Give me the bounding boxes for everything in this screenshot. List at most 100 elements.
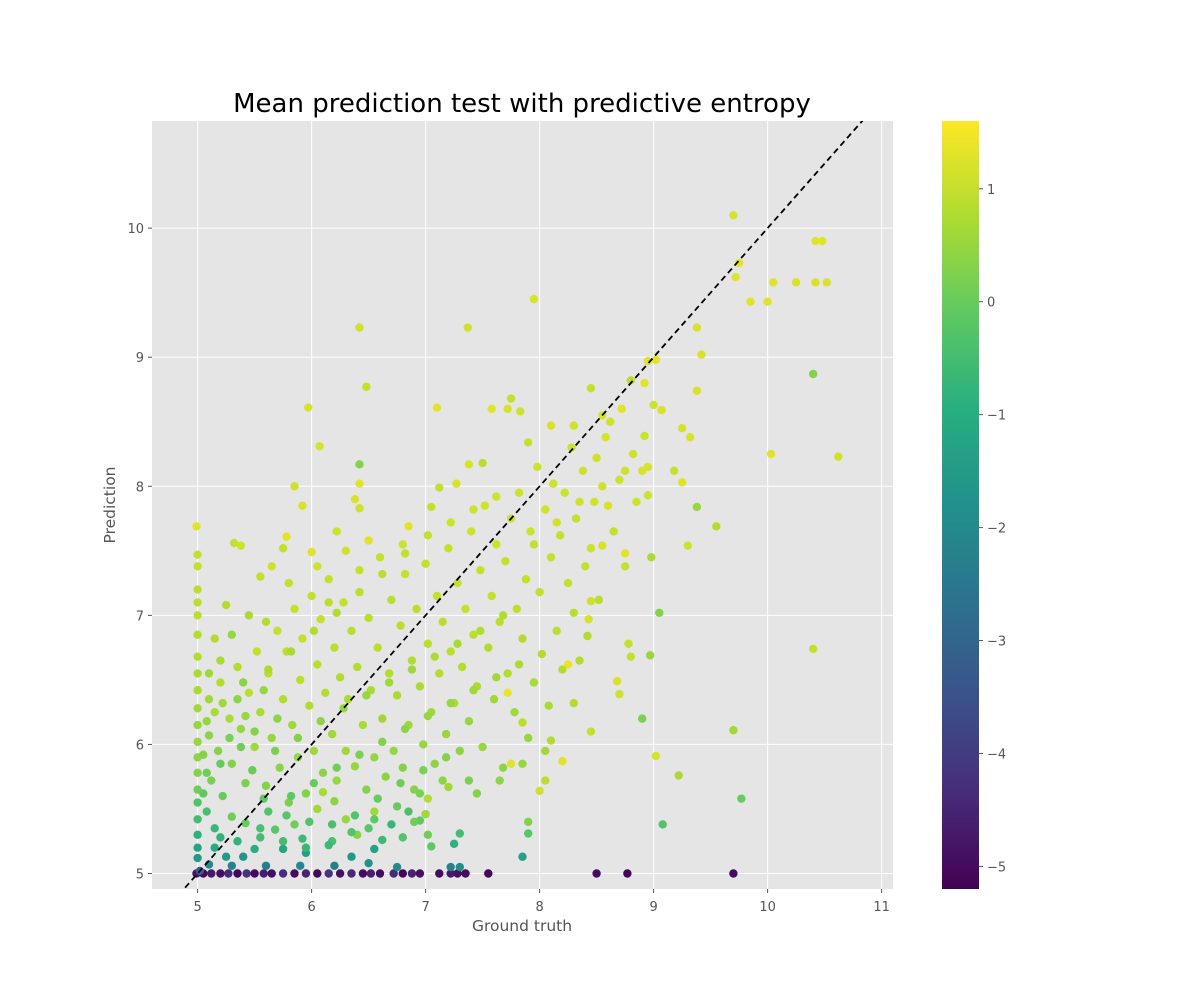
scatter-point xyxy=(318,787,328,797)
scatter-point xyxy=(586,727,596,736)
scatter-point xyxy=(503,404,512,414)
scatter-point xyxy=(552,518,561,527)
scatter-point xyxy=(202,807,211,816)
scatter-point xyxy=(275,763,284,772)
scatter-point xyxy=(674,771,683,780)
scatter-point xyxy=(620,466,630,475)
scatter-point xyxy=(193,585,202,594)
scatter-point xyxy=(469,630,478,639)
scatter-point xyxy=(370,807,379,816)
scatter-point xyxy=(353,662,362,672)
scatter-point xyxy=(423,794,433,803)
y-tick-label: 8 xyxy=(136,480,144,495)
scatter-point xyxy=(350,811,360,820)
scatter-point xyxy=(193,611,202,620)
scatter-point xyxy=(261,861,271,870)
scatter-point xyxy=(225,714,234,723)
scatter-point xyxy=(492,540,501,549)
scatter-point xyxy=(315,442,324,451)
scatter-point xyxy=(615,475,624,485)
scatter-point xyxy=(510,707,519,717)
scatter-point xyxy=(478,458,487,468)
scatter-point xyxy=(298,634,307,643)
scatter-point xyxy=(301,843,311,852)
scatter-point xyxy=(378,569,387,579)
scatter-point xyxy=(347,626,356,636)
scatter-point xyxy=(419,766,428,775)
scatter-point xyxy=(210,824,219,833)
scatter-point xyxy=(284,578,293,588)
scatter-point xyxy=(655,608,664,617)
scatter-point xyxy=(347,869,356,878)
x-axis-label: Ground truth xyxy=(472,917,572,935)
scatter-point xyxy=(592,869,601,878)
scatter-point xyxy=(492,492,501,501)
scatter-point xyxy=(455,862,464,872)
scatter-point xyxy=(464,460,474,469)
scatter-point xyxy=(476,626,485,636)
scatter-point xyxy=(518,634,527,643)
scatter-point xyxy=(446,518,455,527)
colorbar-tick-label: −1 xyxy=(987,409,1006,424)
scatter-point xyxy=(729,726,738,735)
scatter-point xyxy=(575,656,584,665)
scatter-point xyxy=(769,278,778,287)
scatter-point xyxy=(210,707,219,717)
scatter-point xyxy=(250,869,259,878)
colorbar-tick-label: −4 xyxy=(987,747,1006,762)
scatter-point xyxy=(549,479,558,488)
scatter-point xyxy=(381,772,390,781)
y-tick-label: 6 xyxy=(136,738,144,753)
scatter-point xyxy=(569,608,578,617)
scatter-point xyxy=(518,852,527,861)
scatter-point xyxy=(809,644,818,654)
scatter-point xyxy=(410,817,419,827)
scatter-point xyxy=(521,575,531,584)
scatter-point xyxy=(355,587,364,597)
scatter-point xyxy=(313,562,322,571)
scatter-point xyxy=(355,750,364,759)
scatter-point xyxy=(544,701,553,710)
scatter-point xyxy=(330,643,339,652)
scatter-point xyxy=(651,751,661,761)
x-tick-label: 11 xyxy=(873,900,890,915)
scatter-point xyxy=(241,711,250,721)
scatter-point xyxy=(514,660,524,669)
scatter-point xyxy=(384,678,394,687)
scatter-point xyxy=(286,791,296,801)
scatter-point xyxy=(469,686,478,695)
scatter-point xyxy=(592,453,601,463)
scatter-point xyxy=(193,686,202,695)
chart-title: Mean prediction test with predictive ent… xyxy=(233,89,811,119)
scatter-point xyxy=(400,549,410,558)
scatter-point xyxy=(685,433,695,442)
scatter-point xyxy=(495,617,504,627)
scatter-point xyxy=(524,733,533,743)
scatter-point xyxy=(464,717,474,726)
scatter-point xyxy=(535,587,544,597)
x-tick-label: 10 xyxy=(759,900,776,915)
scatter-point xyxy=(288,720,297,730)
scatter-point xyxy=(350,762,360,771)
scatter-point xyxy=(407,656,417,665)
y-tick-label: 7 xyxy=(136,609,144,624)
scatter-point xyxy=(370,815,379,824)
scatter-point xyxy=(278,544,288,553)
scatter-point xyxy=(638,714,647,723)
scatter-point xyxy=(546,421,556,430)
scatter-point xyxy=(355,504,364,513)
scatter-point xyxy=(296,675,305,685)
scatter-point xyxy=(378,737,387,747)
scatter-point xyxy=(193,669,202,678)
scatter-point xyxy=(193,562,202,571)
scatter-point xyxy=(541,746,550,756)
scatter-point xyxy=(567,443,576,452)
x-tick-label: 7 xyxy=(421,900,429,915)
scatter-point xyxy=(563,578,573,588)
y-tick-label: 10 xyxy=(127,222,144,237)
scatter-point xyxy=(233,869,242,878)
colorbar-ticks: 1 0 −1 −2 −3 −4 −5 xyxy=(979,183,1006,875)
scatter-point xyxy=(278,695,288,704)
scatter-point xyxy=(444,544,453,553)
